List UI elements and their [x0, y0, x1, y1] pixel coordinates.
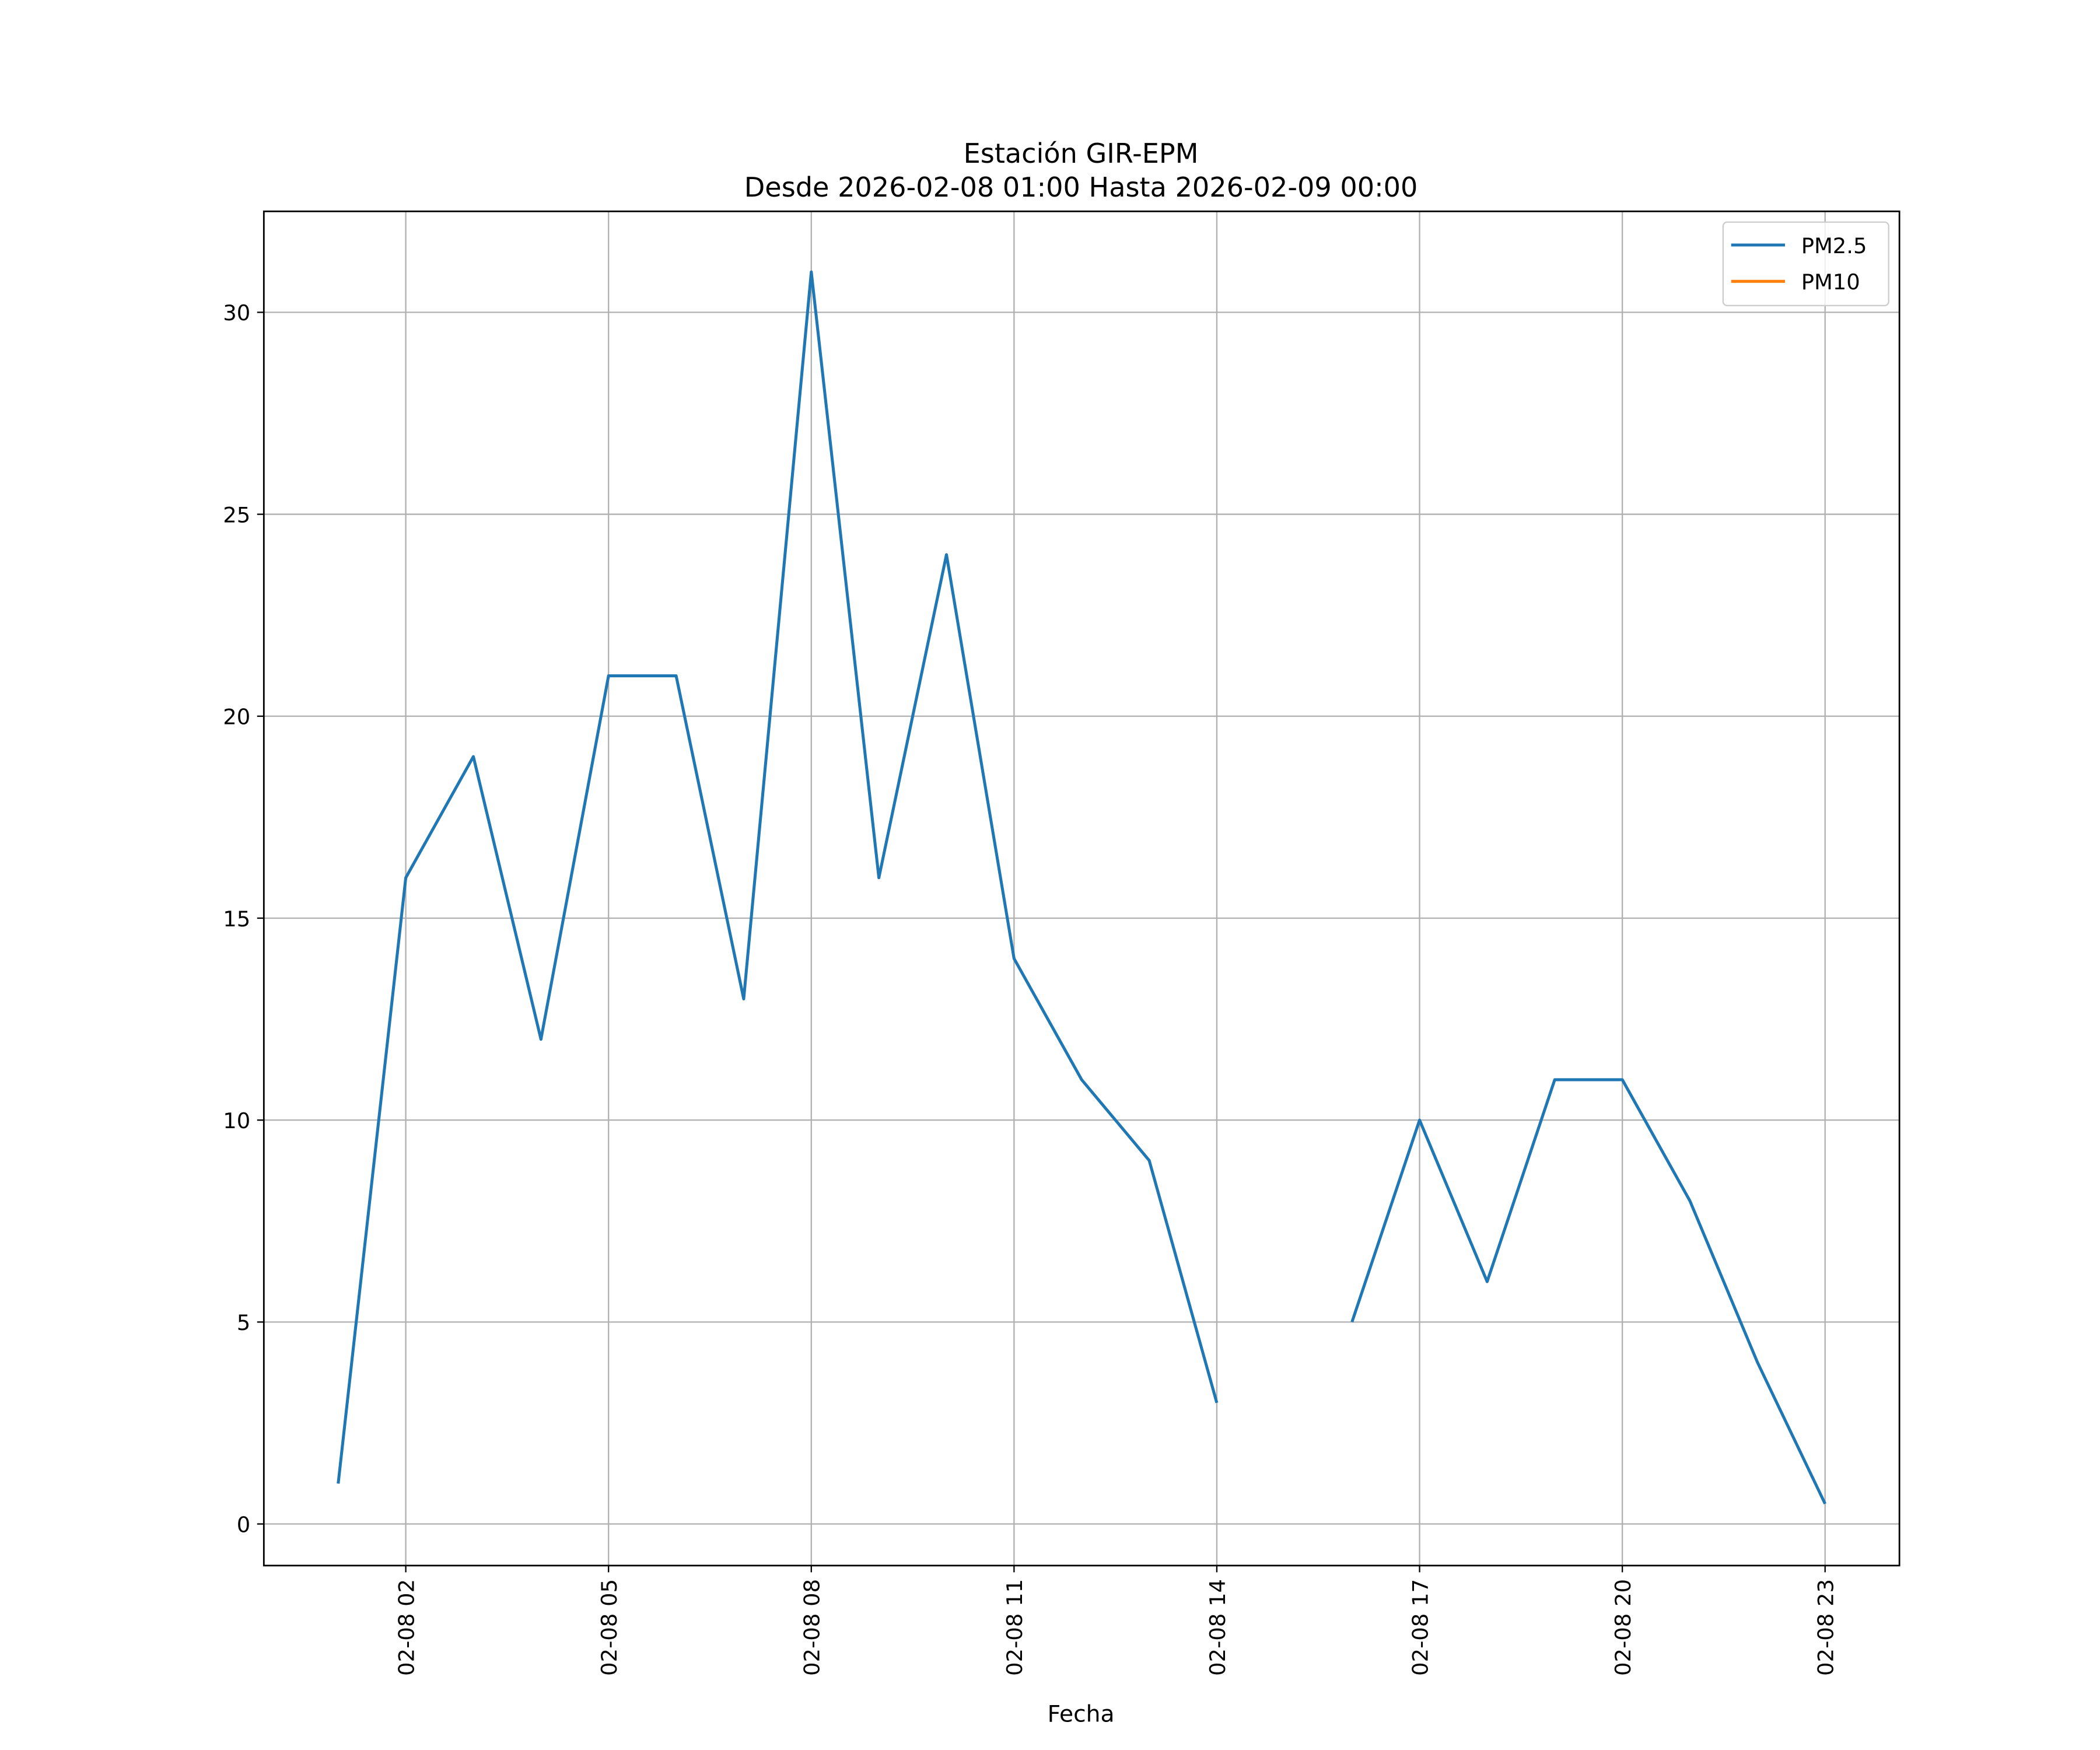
x-tick-label: 02-08 20 [1611, 1579, 1636, 1676]
x-tick-label: 02-08 11 [1002, 1579, 1027, 1676]
chart-title: Estación GIR-EPM [964, 138, 1199, 169]
x-tick-label: 02-08 17 [1408, 1579, 1433, 1676]
y-tick-label: 15 [223, 907, 250, 932]
y-tick-label: 0 [237, 1512, 250, 1537]
line-series [1350, 1078, 1826, 1505]
x-axis-label: Fecha [1048, 1702, 1115, 1728]
y-tick-label: 10 [223, 1108, 250, 1133]
legend-label: PM2.5 [1801, 233, 1867, 258]
x-tick-label: 02-08 14 [1205, 1579, 1230, 1676]
y-tick-label: 25 [223, 502, 250, 527]
y-tick-label: 30 [223, 300, 250, 326]
y-tick-label: 5 [237, 1310, 250, 1335]
line-series [337, 270, 1219, 1484]
x-tick-label: 02-08 02 [394, 1579, 419, 1676]
chart-subtitle: Desde 2026-02-08 01:00 Hasta 2026-02-09 … [744, 172, 1418, 203]
x-tick-label: 02-08 05 [597, 1579, 622, 1676]
legend-box [1722, 221, 1889, 306]
x-tick-label: 02-08 08 [800, 1579, 825, 1676]
y-tick-label: 20 [223, 705, 250, 730]
plot-frame [262, 210, 1901, 1567]
legend-label: PM10 [1801, 270, 1860, 295]
x-tick-label: 02-08 23 [1814, 1579, 1839, 1676]
